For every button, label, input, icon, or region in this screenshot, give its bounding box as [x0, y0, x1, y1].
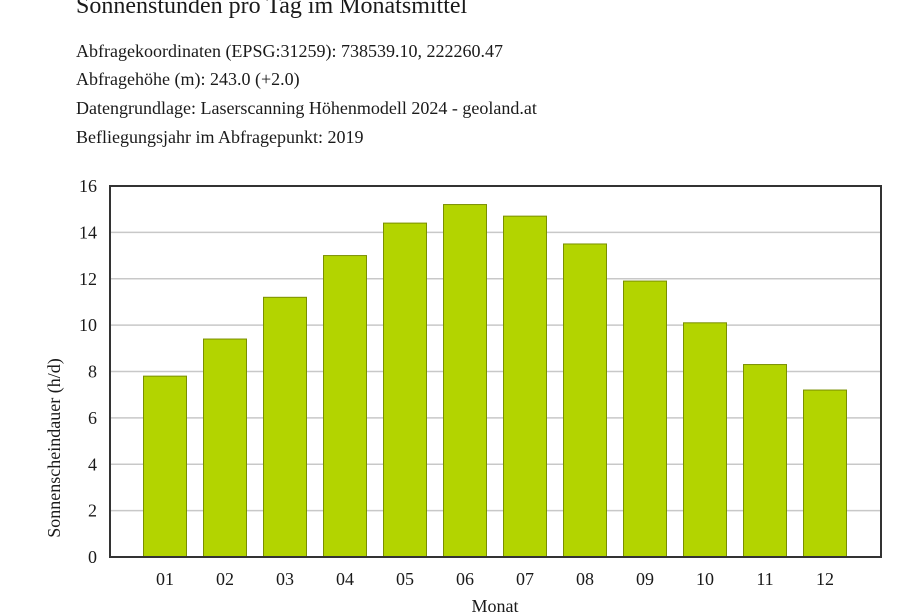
plot-frame — [109, 185, 882, 558]
bar-06 — [443, 204, 487, 558]
x-tick-label: 08 — [576, 569, 594, 589]
x-tick-label: 10 — [696, 569, 714, 589]
y-tick-label: 12 — [79, 269, 97, 289]
x-tick-label: 12 — [816, 569, 834, 589]
y-tick-label: 6 — [88, 408, 97, 428]
y-tick-label: 2 — [88, 501, 97, 521]
y-tick-label: 16 — [79, 176, 97, 196]
bar-11 — [743, 364, 787, 558]
bars — [143, 204, 847, 558]
y-tick-label: 0 — [88, 547, 97, 567]
x-tick-label: 06 — [456, 569, 474, 589]
y-tick-label: 4 — [88, 454, 97, 474]
y-tick-label: 10 — [79, 315, 97, 335]
bar-08 — [563, 243, 607, 558]
y-tick-label: 8 — [88, 362, 97, 382]
bar-09 — [623, 280, 667, 558]
chart-title: Sonnenstunden pro Tag im Monatsmittel — [76, 0, 468, 19]
x-tick-label: 05 — [396, 569, 414, 589]
bar-02 — [203, 338, 247, 558]
bar-10 — [683, 322, 727, 558]
bar-05 — [383, 222, 427, 558]
x-tick-label: 07 — [516, 569, 534, 589]
bar-01 — [143, 375, 187, 558]
x-tick-label: 01 — [156, 569, 174, 589]
y-axis-label: Sonnenscheindauer (h/d) — [44, 358, 65, 537]
y-tick-labels: 0 2 4 6 8 10 12 14 16 — [79, 176, 97, 567]
bar-12 — [803, 389, 847, 558]
x-tick-label: 11 — [756, 569, 773, 589]
bar-03 — [263, 296, 307, 558]
info-coordinates: Abfragekoordinaten (EPSG:31259): 738539.… — [76, 41, 503, 61]
bar-04 — [323, 255, 367, 558]
info-height: Abfragehöhe (m): 243.0 (+2.0) — [76, 69, 300, 89]
x-tick-labels: 01 02 03 04 05 06 07 08 09 10 11 12 — [156, 569, 834, 589]
bar-07 — [503, 215, 547, 558]
info-flight-year: Befliegungsjahr im Abfragepunkt: 2019 — [76, 127, 364, 147]
x-tick-label: 02 — [216, 569, 234, 589]
info-data-source: Datengrundlage: Laserscanning Höhenmodel… — [76, 98, 537, 118]
y-tick-label: 14 — [79, 222, 97, 242]
x-tick-label: 03 — [276, 569, 294, 589]
x-tick-label: 09 — [636, 569, 654, 589]
x-axis-label: Monat — [472, 596, 519, 613]
x-tick-label: 04 — [336, 569, 354, 589]
